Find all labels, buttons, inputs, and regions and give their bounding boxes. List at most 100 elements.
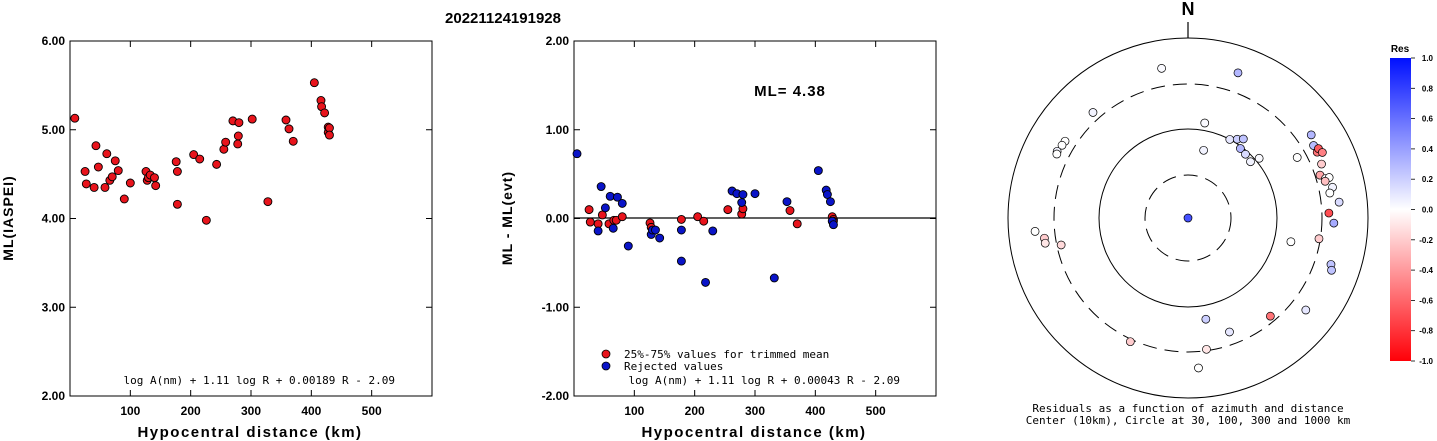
middle-y-tick-label: 1.00 [546,123,570,137]
polar-station-point [1202,344,1211,354]
left-data-point [233,131,243,141]
middle-data-point [813,166,823,176]
polar-station-point [1199,145,1208,155]
middle-data-point [701,277,710,287]
middle-data-point [617,212,627,222]
left-data-point [288,136,298,146]
middle-x-axis-label: Hypocentral distance (km) [641,424,866,441]
polar-station-point [1318,148,1327,157]
middle-data-point [572,149,582,159]
polar-station-point [1246,157,1255,167]
middle-x-tick-label: 500 [866,404,886,418]
middle-data-point [769,273,779,283]
residual-colorbar: Res 1.0 0.8 0.6 0.4 0.2 0.0 -0.2 -0.4 -0.6 -0.8 -1… [1390,44,1434,366]
left-data-point [233,139,243,149]
colorbar-tick-label: -0.8 [1419,327,1433,336]
ml-vs-distance-panel: 100 200 300 400 500 2.00 3.00 4.00 5.00 6.00 Hypo… [0,34,433,441]
polar-station-point [1238,134,1248,144]
colorbar-tick-label: -0.4 [1419,266,1433,275]
polar-station-point [1320,176,1330,186]
polar-station-point [1306,130,1316,140]
left-data-point [119,194,129,204]
middle-data-point [738,190,748,199]
polar-station-point [1030,227,1040,236]
polar-station-point [1254,153,1264,163]
polar-station-point [1157,64,1166,73]
azimuth-residual-panel: N Residuals as a function of azimuth and… [1007,0,1369,427]
polar-station-point [1183,213,1193,223]
circle-300km [1053,83,1323,353]
left-data-point [172,199,182,209]
left-data-point [221,137,231,147]
middle-data-point [676,214,686,224]
middle-data-point [593,226,603,236]
middle-x-tick-label: 400 [805,404,825,418]
polar-station-point [1194,363,1203,373]
polar-station-point [1266,311,1275,321]
left-x-tick-label: 500 [362,404,382,418]
middle-data-point [612,192,622,202]
middle-y-tick-label: 0.00 [546,212,570,226]
left-data-point [81,179,91,189]
left-data-point [100,182,110,192]
left-x-tick-label: 400 [301,404,321,418]
left-data-point [151,181,161,191]
colorbar-gradient [1390,58,1411,361]
left-data-point [91,141,101,151]
left-y-tick-label: 4.00 [42,212,66,226]
left-data-point [150,173,159,183]
middle-x-tick-label: 200 [685,404,705,418]
middle-data-point [699,216,709,226]
polar-station-point [1225,135,1235,144]
middle-formula: log A(nm) + 1.11 log R + 0.00043 R - 2.0… [628,374,900,387]
middle-data-point [676,256,686,266]
left-data-point [172,167,182,176]
left-data-point [189,150,199,160]
left-data-point [125,178,135,188]
polar-station-point [1125,337,1135,347]
colorbar-title: Res [1391,44,1410,55]
polar-caption-line2: Center (10km), Circle at 30, 100, 300 an… [1026,414,1351,427]
legend-label-trimmed: 25%-75% values for trimmed mean [624,348,829,361]
colorbar-tick-label: -0.6 [1419,296,1433,305]
polar-station-point [1040,238,1050,248]
polar-station-point [1236,144,1245,153]
colorbar-tick-label: -1.0 [1419,357,1433,366]
colorbar-tick-label: 0.8 [1422,84,1434,93]
polar-station-point [1329,218,1339,228]
middle-x-tick-label: 100 [624,404,644,418]
circle-100km [1098,128,1278,308]
middle-data-point [782,197,792,207]
polar-station-point [1292,153,1302,162]
legend-marker-rejected [601,361,611,371]
middle-data-point [750,189,760,199]
middle-data-point [785,206,795,215]
left-data-point [324,130,334,140]
left-data-point [320,108,330,118]
polar-station-point [1233,68,1243,78]
middle-data-point [596,182,606,192]
left-y-tick-label: 2.00 [42,389,66,403]
left-data-point [93,162,103,172]
middle-data-point [723,205,733,215]
middle-data-point [655,233,665,243]
figure-title: 20221124191928 [445,10,561,27]
left-y-tick-label: 3.00 [42,300,66,314]
polar-station-point [1327,265,1336,275]
middle-data-point [825,197,835,207]
left-x-tick-label: 100 [120,404,140,418]
colorbar-tick-label: 0.2 [1422,175,1434,184]
left-data-point [263,197,273,207]
middle-data-point [737,198,747,207]
polar-station-point [1225,327,1234,337]
left-data-point [70,113,80,123]
legend-marker-trimmed [601,349,611,359]
left-data-point [102,149,112,159]
colorbar-tick-label: 0.4 [1422,145,1434,154]
middle-data-point [584,205,594,215]
left-data-point [281,115,291,125]
polar-station-point [1334,197,1344,207]
legend-label-rejected: Rejected values [624,360,723,373]
left-x-axis-label: Hypocentral distance (km) [137,424,362,441]
